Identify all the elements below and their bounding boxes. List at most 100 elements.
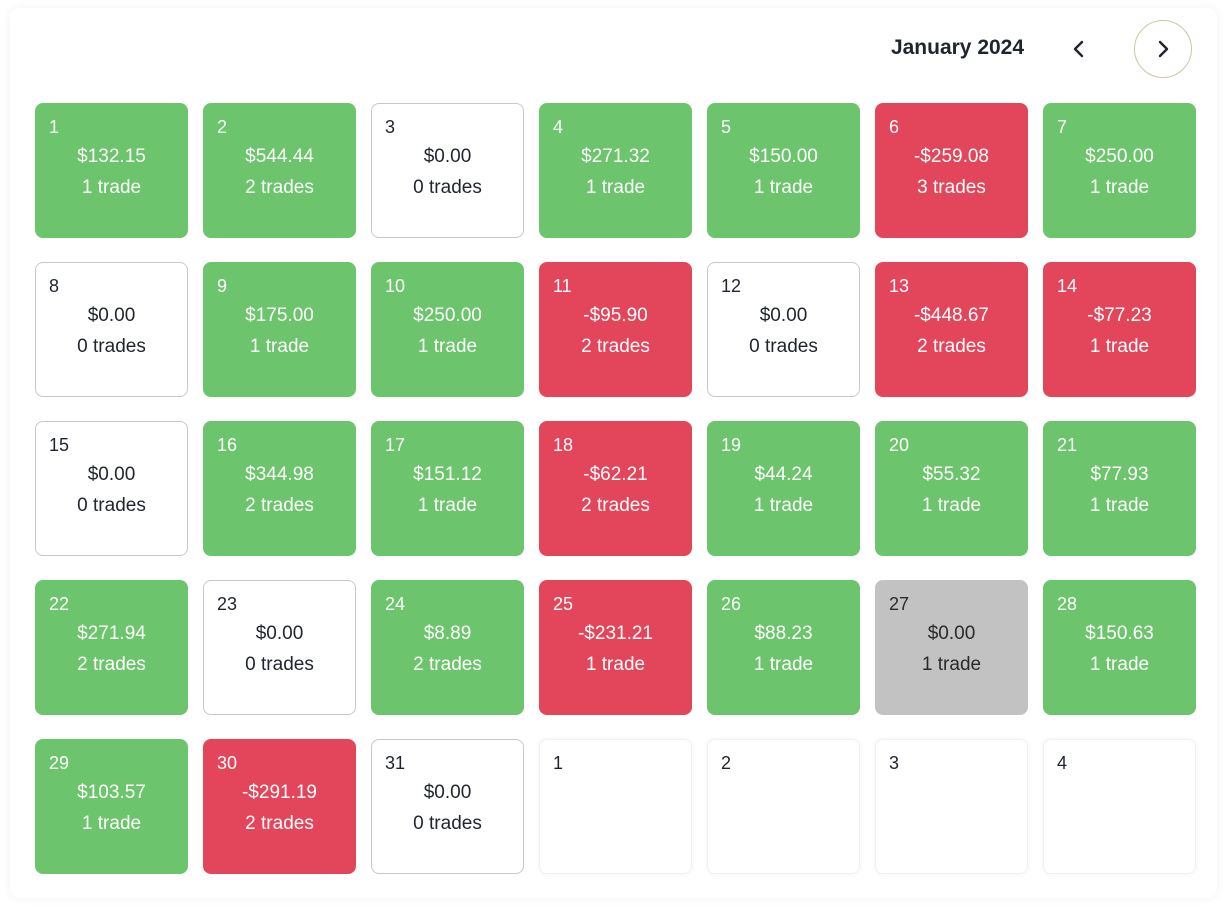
day-trade-count: 2 trades	[77, 654, 146, 675]
calendar-day-cell[interactable]: 20 $55.32 1 trade	[875, 421, 1028, 556]
day-number: 31	[385, 753, 406, 773]
day-pnl-value: $88.23	[754, 623, 813, 644]
calendar-day-cell[interactable]: 8 $0.00 0 trades	[35, 262, 188, 397]
day-trade-count: 1 trade	[921, 495, 982, 516]
calendar-day-cell[interactable]: 21 $77.93 1 trade	[1043, 421, 1196, 556]
calendar-day-cell[interactable]: 28 $150.63 1 trade	[1043, 580, 1196, 715]
calendar-day-cell[interactable]: 6 -$259.08 3 trades	[875, 103, 1028, 238]
day-trade-count: 0 trades	[749, 336, 818, 357]
calendar-day-cell[interactable]: 22 $271.94 2 trades	[35, 580, 188, 715]
day-trade-count: 1 trade	[753, 654, 814, 675]
day-number: 19	[721, 435, 742, 455]
day-number: 10	[385, 276, 406, 296]
calendar-day-cell[interactable]: 24 $8.89 2 trades	[371, 580, 524, 715]
day-pnl-value: $0.00	[87, 464, 136, 485]
day-number: 1	[49, 117, 60, 137]
calendar-day-cell[interactable]: 16 $344.98 2 trades	[203, 421, 356, 556]
calendar-day-outside-month[interactable]: 4	[1043, 739, 1196, 874]
calendar-day-cell[interactable]: 9 $175.00 1 trade	[203, 262, 356, 397]
day-number: 1	[553, 753, 564, 773]
day-trade-count: 1 trade	[81, 813, 142, 834]
day-trade-count: 1 trade	[81, 177, 142, 198]
day-number: 8	[49, 276, 60, 296]
day-trade-count: 1 trade	[1089, 654, 1150, 675]
day-number: 16	[217, 435, 238, 455]
calendar-day-outside-month[interactable]: 3	[875, 739, 1028, 874]
day-number: 11	[553, 276, 572, 296]
calendar-day-cell[interactable]: 1 $132.15 1 trade	[35, 103, 188, 238]
calendar-day-cell[interactable]: 15 $0.00 0 trades	[35, 421, 188, 556]
calendar-day-cell[interactable]: 13 -$448.67 2 trades	[875, 262, 1028, 397]
day-pnl-value: $175.00	[245, 305, 314, 326]
day-number: 20	[889, 435, 910, 455]
day-number: 25	[553, 594, 574, 614]
day-number: 28	[1057, 594, 1078, 614]
previous-month-button[interactable]	[1050, 20, 1108, 78]
day-number: 7	[1057, 117, 1068, 137]
day-pnl-value: $150.00	[749, 146, 818, 167]
day-pnl-value: $0.00	[423, 146, 472, 167]
calendar-day-cell[interactable]: 7 $250.00 1 trade	[1043, 103, 1196, 238]
day-number: 2	[217, 117, 228, 137]
calendar-day-outside-month[interactable]: 2	[707, 739, 860, 874]
day-trade-count: 1 trade	[417, 495, 478, 516]
calendar-day-cell[interactable]: 29 $103.57 1 trade	[35, 739, 188, 874]
calendar-day-cell[interactable]: 3 $0.00 0 trades	[371, 103, 524, 238]
day-pnl-value: -$231.21	[577, 623, 653, 644]
calendar-day-outside-month[interactable]: 1	[539, 739, 692, 874]
calendar-day-cell[interactable]: 25 -$231.21 1 trade	[539, 580, 692, 715]
calendar-day-cell[interactable]: 14 -$77.23 1 trade	[1043, 262, 1196, 397]
day-number: 30	[217, 753, 238, 773]
calendar-day-cell[interactable]: 27 $0.00 1 trade	[875, 580, 1028, 715]
day-trade-count: 1 trade	[1089, 177, 1150, 198]
calendar-day-cell[interactable]: 11 -$95.90 2 trades	[539, 262, 692, 397]
day-pnl-value: $250.00	[413, 305, 482, 326]
calendar-day-cell[interactable]: 5 $150.00 1 trade	[707, 103, 860, 238]
day-number: 3	[385, 117, 396, 137]
day-trade-count: 1 trade	[585, 177, 646, 198]
day-number: 29	[49, 753, 70, 773]
calendar-day-cell[interactable]: 4 $271.32 1 trade	[539, 103, 692, 238]
day-pnl-value: $0.00	[255, 623, 304, 644]
calendar-day-cell[interactable]: 18 -$62.21 2 trades	[539, 421, 692, 556]
day-pnl-value: $0.00	[87, 305, 136, 326]
day-pnl-value: $271.94	[77, 623, 146, 644]
calendar-day-cell[interactable]: 19 $44.24 1 trade	[707, 421, 860, 556]
day-number: 5	[721, 117, 732, 137]
day-pnl-value: -$95.90	[583, 305, 648, 326]
day-trade-count: 1 trade	[753, 495, 814, 516]
day-pnl-value: -$448.67	[913, 305, 989, 326]
day-pnl-value: $0.00	[759, 305, 808, 326]
day-trade-count: 1 trade	[1089, 495, 1150, 516]
day-trade-count: 0 trades	[77, 336, 146, 357]
calendar-day-cell[interactable]: 26 $88.23 1 trade	[707, 580, 860, 715]
day-number: 23	[217, 594, 238, 614]
day-number: 13	[889, 276, 910, 296]
chevron-right-icon	[1158, 40, 1169, 58]
day-pnl-value: $250.00	[1085, 146, 1154, 167]
day-trade-count: 1 trade	[585, 654, 646, 675]
calendar-day-cell[interactable]: 12 $0.00 0 trades	[707, 262, 860, 397]
next-month-button[interactable]	[1134, 20, 1192, 78]
day-pnl-value: $271.32	[581, 146, 650, 167]
day-number: 22	[49, 594, 70, 614]
day-number: 17	[385, 435, 406, 455]
calendar-day-cell[interactable]: 30 -$291.19 2 trades	[203, 739, 356, 874]
day-trade-count: 1 trade	[417, 336, 478, 357]
calendar-day-cell[interactable]: 17 $151.12 1 trade	[371, 421, 524, 556]
day-number: 24	[385, 594, 406, 614]
day-pnl-value: -$77.23	[1087, 305, 1152, 326]
calendar-day-cell[interactable]: 23 $0.00 0 trades	[203, 580, 356, 715]
chevron-left-icon	[1073, 40, 1084, 58]
calendar-day-cell[interactable]: 2 $544.44 2 trades	[203, 103, 356, 238]
day-pnl-value: -$291.19	[241, 782, 317, 803]
day-trade-count: 1 trade	[753, 177, 814, 198]
day-pnl-value: $77.93	[1090, 464, 1149, 485]
day-trade-count: 2 trades	[245, 813, 314, 834]
calendar-day-cell[interactable]: 10 $250.00 1 trade	[371, 262, 524, 397]
calendar-day-cell[interactable]: 31 $0.00 0 trades	[371, 739, 524, 874]
day-number: 18	[553, 435, 574, 455]
day-number: 2	[721, 753, 732, 773]
day-number: 9	[217, 276, 228, 296]
day-trade-count: 2 trades	[917, 336, 986, 357]
